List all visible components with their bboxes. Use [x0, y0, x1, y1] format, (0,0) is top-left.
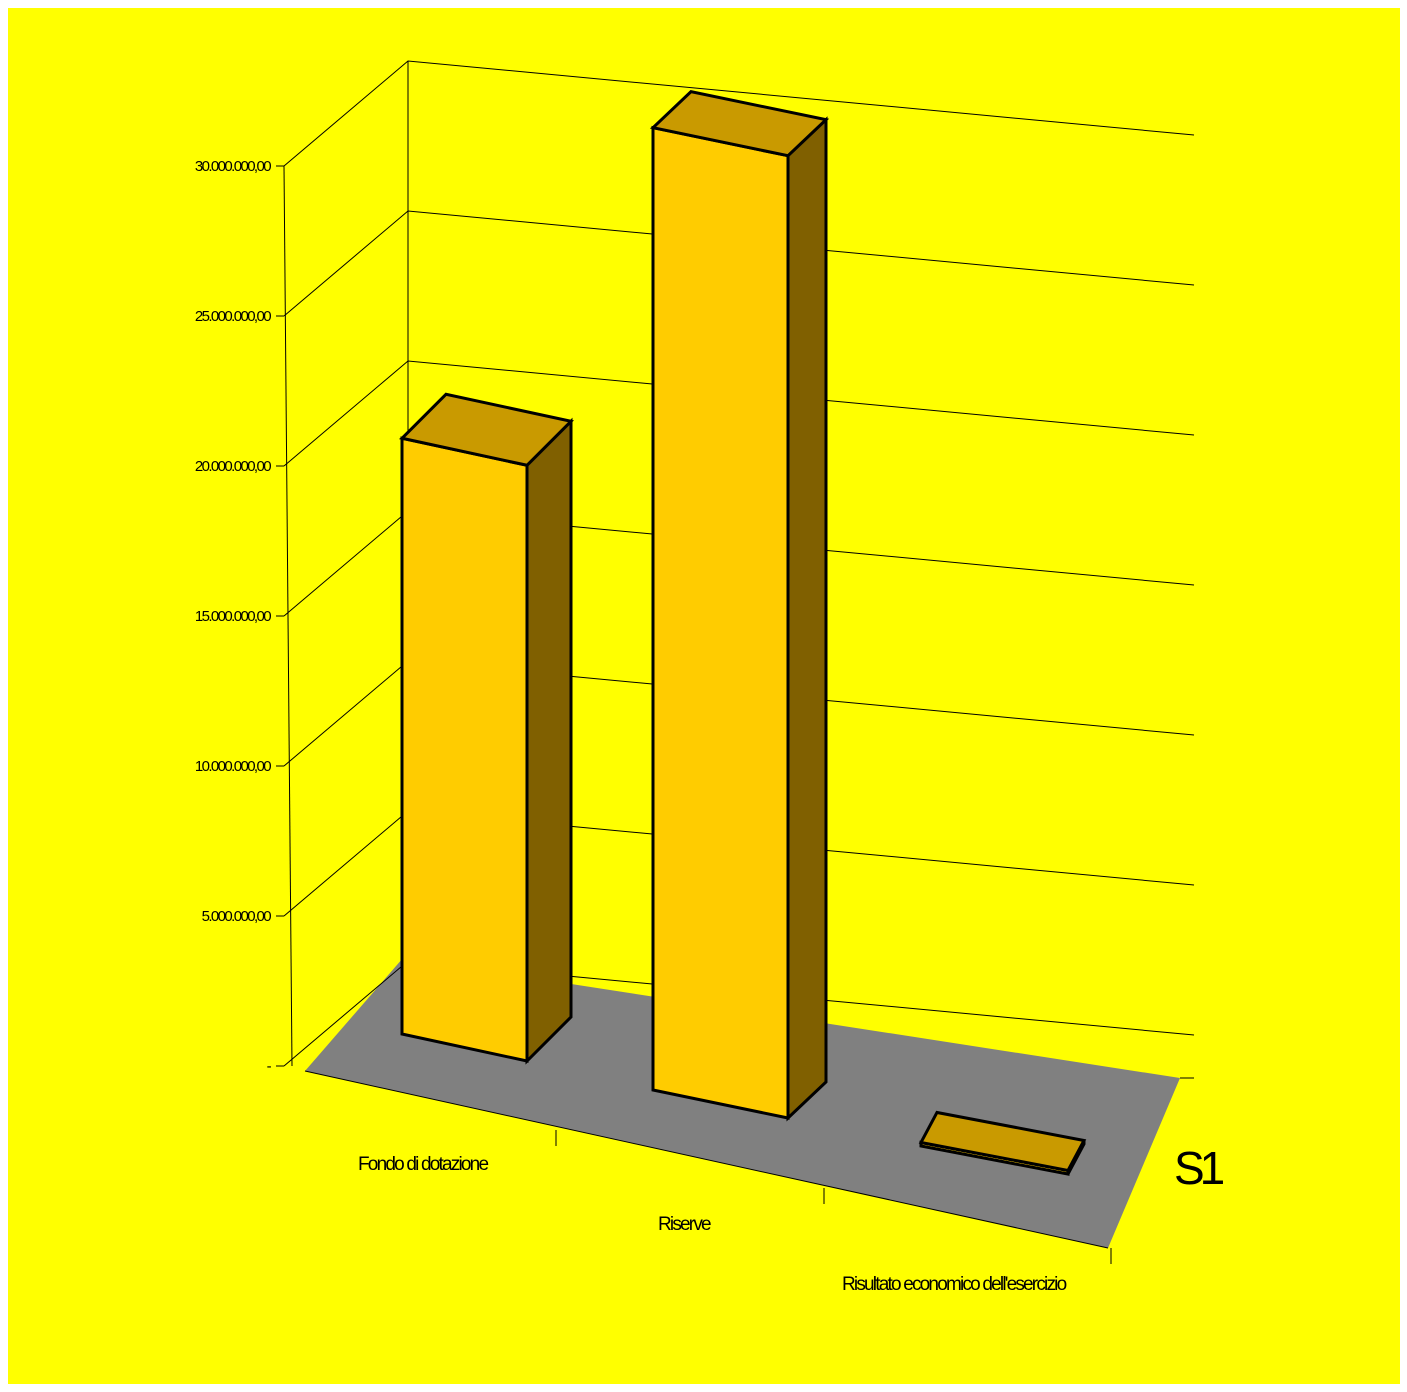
x-axis-line: [304, 1070, 1109, 1249]
x-category-label: Riserve: [658, 1214, 711, 1235]
y-tick-label: 5.000.000,00: [202, 908, 272, 925]
category-labels: Fondo di dotazione Riserve Risultato econo…: [358, 1154, 1068, 1295]
series-label: S1: [1174, 1142, 1224, 1194]
bar-top: [918, 1110, 1087, 1173]
x-category-label: Fondo di dotazione: [358, 1154, 488, 1175]
bar-top: [398, 392, 575, 467]
bar-2: [649, 90, 830, 1122]
y-tick-label: 20.000.000,00: [195, 458, 271, 475]
bar-3: [918, 1110, 1087, 1176]
bar-front: [400, 436, 529, 1063]
y-tick-label: 25.000.000,00: [195, 308, 271, 325]
y-tick-label: 10.000.000,00: [195, 758, 271, 775]
y-tick-label: -: [267, 1058, 272, 1075]
bar-1: [398, 392, 575, 1065]
value-axis-tick-labels: - 5.000.000,00 10.000.000,00 15.000.000,00 2…: [195, 158, 273, 1075]
bar-front: [651, 125, 790, 1120]
chart-area: - 5.000.000,00 10.000.000,00 15.000.000,00 2…: [8, 8, 1400, 1384]
x-category-label: Risultato economico dell'esercizio: [842, 1274, 1067, 1295]
bars: [398, 90, 1087, 1176]
bar-side: [525, 417, 573, 1065]
bar-side: [786, 116, 828, 1122]
y-tick-label: 15.000.000,00: [195, 608, 271, 625]
series-labels: S1: [1174, 1142, 1229, 1194]
bar-chart-3d: - 5.000.000,00 10.000.000,00 15.000.000,00 2…: [8, 8, 1400, 1384]
y-axis-line: [283, 165, 293, 1067]
bar-top: [649, 90, 830, 158]
y-tick-label: 30.000.000,00: [195, 158, 271, 175]
